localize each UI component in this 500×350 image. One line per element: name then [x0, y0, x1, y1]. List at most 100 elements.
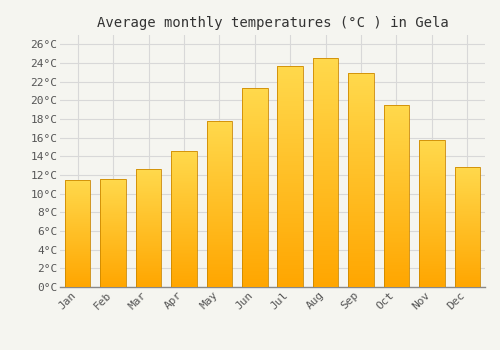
Bar	[278, 150, 303, 152]
Bar	[171, 229, 196, 230]
Bar	[419, 155, 444, 156]
Bar	[313, 253, 338, 255]
Bar	[384, 189, 409, 190]
Bar	[348, 216, 374, 219]
Bar	[384, 141, 409, 143]
Bar	[65, 209, 90, 210]
Bar	[100, 273, 126, 274]
Bar	[171, 189, 196, 190]
Bar	[454, 204, 480, 205]
Bar	[454, 269, 480, 270]
Bar	[348, 129, 374, 131]
Bar	[206, 166, 232, 167]
Bar	[454, 167, 480, 168]
Bar	[100, 232, 126, 233]
Bar	[242, 184, 268, 186]
Bar	[348, 118, 374, 120]
Bar	[65, 253, 90, 254]
Bar	[136, 189, 162, 190]
Bar	[278, 185, 303, 188]
Bar	[65, 264, 90, 265]
Bar	[278, 170, 303, 172]
Bar	[384, 254, 409, 256]
Bar	[348, 165, 374, 167]
Bar	[278, 225, 303, 227]
Bar	[100, 286, 126, 287]
Bar	[278, 146, 303, 148]
Bar	[206, 269, 232, 271]
Bar	[419, 180, 444, 182]
Bar	[348, 197, 374, 199]
Bar	[206, 179, 232, 181]
Bar	[171, 217, 196, 219]
Bar	[171, 167, 196, 168]
Bar	[65, 203, 90, 204]
Bar	[313, 145, 338, 147]
Bar	[206, 144, 232, 146]
Bar	[136, 228, 162, 229]
Bar	[278, 262, 303, 265]
Bar	[384, 132, 409, 134]
Bar	[454, 237, 480, 238]
Bar	[171, 179, 196, 181]
Bar	[419, 225, 444, 227]
Bar	[313, 250, 338, 253]
Bar	[65, 228, 90, 229]
Bar	[206, 237, 232, 239]
Bar	[206, 207, 232, 209]
Bar	[206, 211, 232, 212]
Bar	[136, 253, 162, 254]
Bar	[65, 215, 90, 216]
Bar	[278, 282, 303, 285]
Bar	[171, 204, 196, 205]
Bar	[242, 122, 268, 124]
Bar	[348, 227, 374, 229]
Bar	[454, 197, 480, 198]
Bar	[278, 198, 303, 201]
Bar	[313, 111, 338, 113]
Bar	[65, 225, 90, 226]
Bar	[419, 272, 444, 274]
Bar	[419, 152, 444, 154]
Bar	[171, 247, 196, 249]
Bar	[278, 77, 303, 79]
Bar	[454, 286, 480, 287]
Bar	[419, 268, 444, 270]
Bar	[313, 191, 338, 193]
Bar	[206, 169, 232, 171]
Bar	[419, 142, 444, 144]
Bar	[384, 145, 409, 147]
Bar	[65, 232, 90, 233]
Bar	[171, 227, 196, 229]
Bar	[348, 97, 374, 99]
Bar	[65, 237, 90, 238]
Bar	[206, 156, 232, 158]
Bar	[242, 228, 268, 229]
Bar	[206, 126, 232, 127]
Bar	[171, 220, 196, 222]
Bar	[348, 283, 374, 285]
Bar	[171, 249, 196, 250]
Bar	[348, 210, 374, 212]
Bar	[454, 215, 480, 216]
Bar	[171, 178, 196, 179]
Bar	[206, 184, 232, 186]
Bar	[313, 175, 338, 177]
Bar	[136, 258, 162, 259]
Bar	[454, 264, 480, 265]
Bar	[419, 177, 444, 178]
Bar	[100, 277, 126, 278]
Bar	[65, 185, 90, 186]
Bar	[171, 193, 196, 194]
Bar	[242, 225, 268, 228]
Bar	[206, 177, 232, 179]
Bar	[278, 192, 303, 194]
Bar	[242, 106, 268, 108]
Bar	[171, 159, 196, 160]
Bar	[278, 103, 303, 106]
Bar	[242, 285, 268, 287]
Bar	[278, 154, 303, 156]
Bar	[348, 75, 374, 78]
Bar	[419, 144, 444, 145]
Bar	[313, 205, 338, 207]
